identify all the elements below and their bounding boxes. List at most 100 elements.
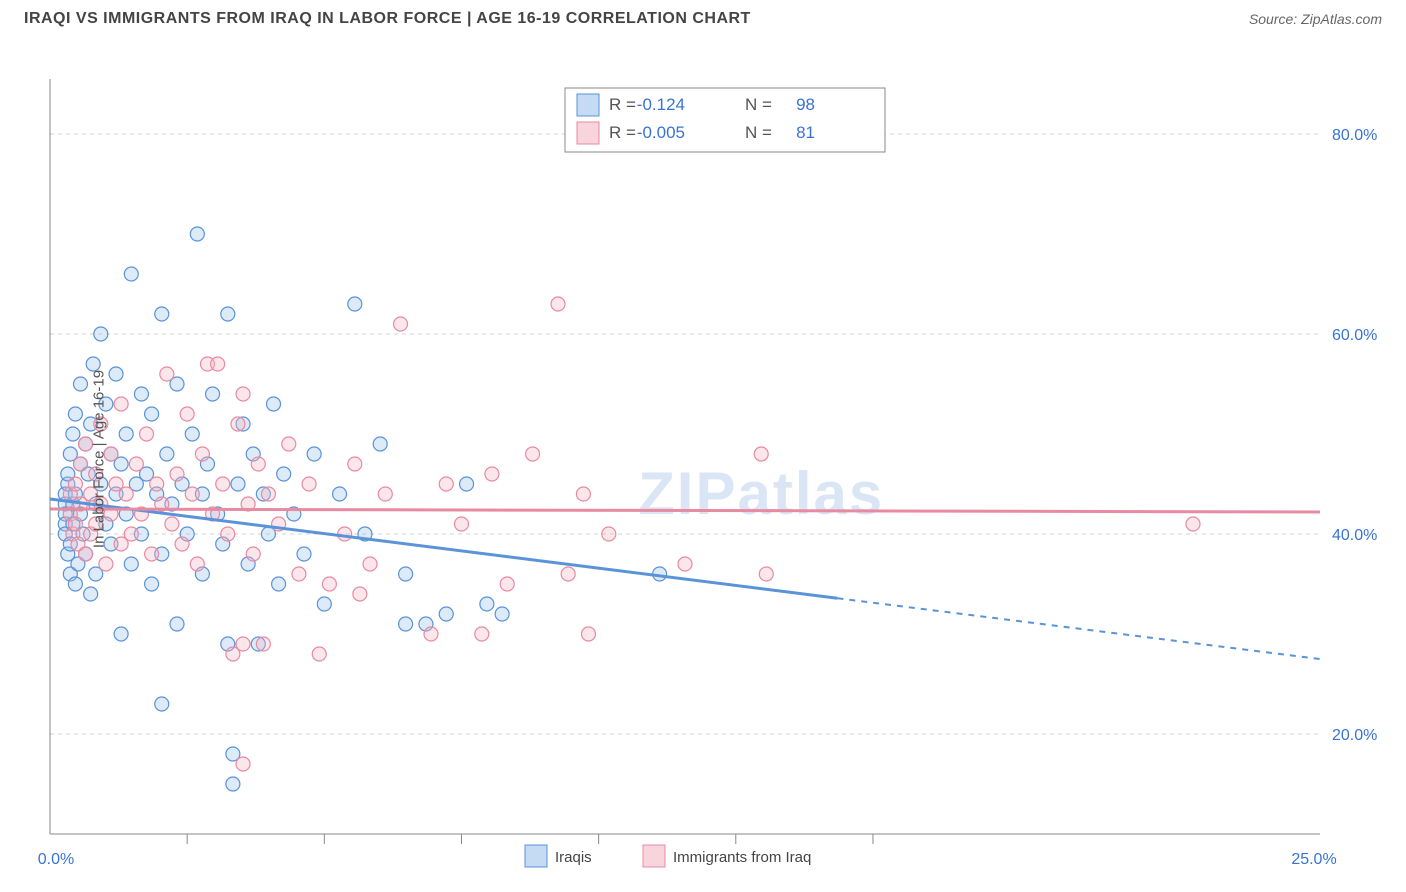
scatter-point <box>460 477 474 491</box>
scatter-point <box>378 487 392 501</box>
scatter-point <box>190 227 204 241</box>
scatter-point <box>94 327 108 341</box>
scatter-point <box>73 457 87 471</box>
scatter-point <box>84 587 98 601</box>
scatter-point <box>216 477 230 491</box>
scatter-point <box>190 557 204 571</box>
svg-text:R =: R = <box>609 95 636 114</box>
scatter-point <box>155 697 169 711</box>
scatter-point <box>124 557 138 571</box>
scatter-point <box>399 567 413 581</box>
scatter-point <box>231 477 245 491</box>
scatter-point <box>119 427 133 441</box>
scatter-point <box>114 397 128 411</box>
scatter-point <box>495 607 509 621</box>
y-axis-label: In Labor Force | Age 16-19 <box>91 370 108 548</box>
svg-text:-0.124: -0.124 <box>637 95 685 114</box>
scatter-point <box>282 437 296 451</box>
scatter-point <box>195 447 209 461</box>
scatter-point <box>124 527 138 541</box>
legend-swatch <box>643 845 665 867</box>
scatter-point <box>261 487 275 501</box>
scatter-point <box>353 587 367 601</box>
scatter-point <box>302 477 316 491</box>
scatter-point <box>68 407 82 421</box>
scatter-point <box>114 627 128 641</box>
scatter-point <box>267 397 281 411</box>
scatter-point <box>109 367 123 381</box>
svg-text:N =: N = <box>745 123 772 142</box>
svg-text:-0.005: -0.005 <box>637 123 685 142</box>
svg-text:60.0%: 60.0% <box>1332 327 1377 344</box>
scatter-point <box>145 407 159 421</box>
svg-text:40.0%: 40.0% <box>1332 527 1377 544</box>
svg-text:20.0%: 20.0% <box>1332 727 1377 744</box>
scatter-point <box>79 547 93 561</box>
scatter-point <box>307 447 321 461</box>
scatter-point <box>129 457 143 471</box>
scatter-point <box>348 457 362 471</box>
chart-title: IRAQI VS IMMIGRANTS FROM IRAQ IN LABOR F… <box>24 10 751 28</box>
scatter-point <box>317 597 331 611</box>
scatter-point <box>206 387 220 401</box>
watermark: ZIPatlas <box>638 460 884 527</box>
scatter-point <box>73 377 87 391</box>
chart-source: Source: ZipAtlas.com <box>1249 11 1382 27</box>
svg-text:0.0%: 0.0% <box>38 851 74 868</box>
scatter-point <box>180 407 194 421</box>
trend-line-extrapolated <box>837 598 1320 659</box>
scatter-point <box>236 637 250 651</box>
scatter-point <box>394 317 408 331</box>
scatter-point <box>424 627 438 641</box>
scatter-point <box>678 557 692 571</box>
scatter-point <box>134 387 148 401</box>
scatter-point <box>145 577 159 591</box>
scatter-point <box>312 647 326 661</box>
svg-text:98: 98 <box>796 95 815 114</box>
chart-svg: 20.0% 40.0% 60.0% 80.0% ZIPatlas 0.0% 25.0% R =… <box>0 34 1406 884</box>
svg-text:80.0%: 80.0% <box>1332 127 1377 144</box>
scatter-point <box>439 477 453 491</box>
scatter-point <box>251 457 265 471</box>
scatter-point <box>500 577 514 591</box>
scatter-point <box>170 617 184 631</box>
svg-text:81: 81 <box>796 123 815 142</box>
scatter-point <box>399 617 413 631</box>
legend-label: Iraqis <box>555 849 592 866</box>
scatter-point <box>602 527 616 541</box>
scatter-point <box>246 547 260 561</box>
scatter-point <box>221 307 235 321</box>
scatter-point <box>754 447 768 461</box>
scatter-point <box>68 577 82 591</box>
trend-line <box>50 509 1320 512</box>
scatter-point <box>454 517 468 531</box>
scatter-point <box>86 357 100 371</box>
scatter-point <box>221 527 235 541</box>
scatter-point <box>160 447 174 461</box>
scatter-point <box>68 517 82 531</box>
scatter-point <box>140 427 154 441</box>
scatter-point <box>292 567 306 581</box>
scatter-point <box>165 517 179 531</box>
scatter-point <box>211 357 225 371</box>
scatter-point <box>526 447 540 461</box>
scatter-point <box>475 627 489 641</box>
scatter-point <box>160 367 174 381</box>
svg-text:25.0%: 25.0% <box>1291 851 1336 868</box>
scatter-point <box>485 467 499 481</box>
scatter-point <box>480 597 494 611</box>
scatter-point <box>66 427 80 441</box>
scatter-point <box>581 627 595 641</box>
scatter-point <box>145 547 159 561</box>
scatter-point <box>322 577 336 591</box>
scatter-point <box>150 477 164 491</box>
scatter-point <box>561 567 575 581</box>
scatter-point <box>551 297 565 311</box>
scatter-point <box>68 477 82 491</box>
scatter-point <box>236 387 250 401</box>
scatter-point <box>99 557 113 571</box>
scatter-point <box>119 487 133 501</box>
chart-area: In Labor Force | Age 16-19 20.0% 40.0% 60.… <box>0 34 1406 884</box>
scatter-point <box>231 417 245 431</box>
svg-text:R =: R = <box>609 123 636 142</box>
